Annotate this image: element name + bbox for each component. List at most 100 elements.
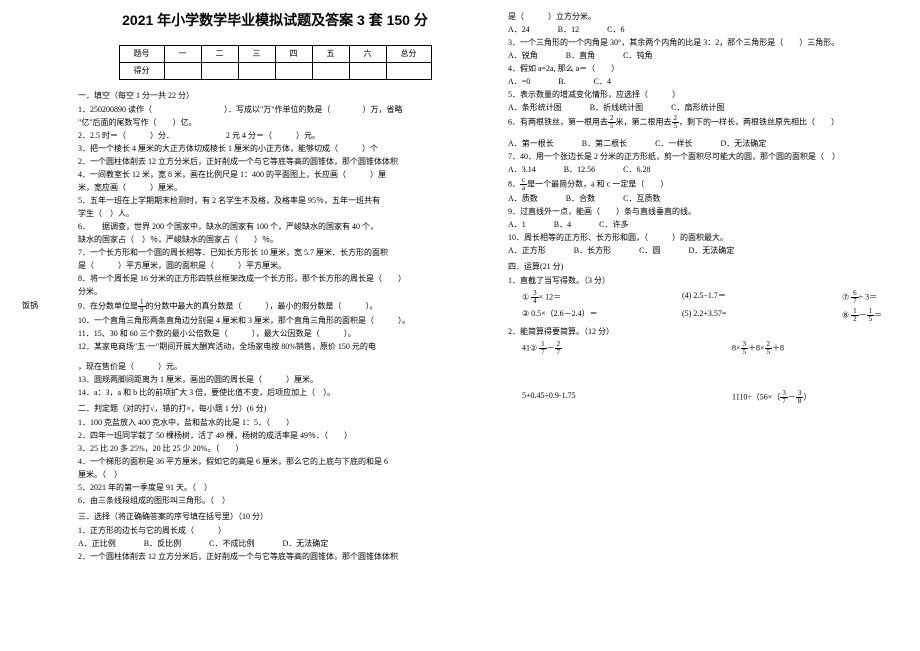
fraction: 25: [765, 341, 773, 356]
th: 四: [275, 46, 312, 63]
opt-b: B．12.56: [564, 164, 595, 176]
q: 4．假如 a=2a, 那么 a＝（ ）: [508, 63, 902, 75]
fraction: 19: [138, 299, 146, 314]
opt-c: C．许多: [599, 219, 628, 231]
q-text: 9．在分数单位是: [78, 301, 138, 310]
opt-b: B．直角: [566, 50, 595, 62]
q: 5．五年一班在上学期期末检测时，有 2 名学生不及格，及格率是 95％，五年一班…: [78, 195, 472, 207]
opt-c: C．钝角: [623, 50, 652, 62]
calc-item: ⑦ 67÷ 3＝: [842, 290, 920, 305]
opt-b: B．折线统计图: [590, 102, 643, 114]
td: 得分: [119, 63, 164, 80]
q: 3．25 比 20 多 25%，20 比 25 少 20%。（ ）: [78, 443, 472, 455]
calc-item: (5) 2.2+3.57=: [682, 308, 802, 323]
calc-row: ① 34× 12＝ (4) 2.5−1.7＝ ⑦ 67÷ 3＝: [522, 290, 902, 305]
calc-row: 41② 17－27 8×35＋8×25＋8: [522, 341, 902, 356]
opt-b: B.: [558, 76, 565, 88]
opt-b: B．合数: [566, 193, 595, 205]
q: 是（ ）立方分米。: [508, 11, 902, 23]
opt-c: C．互质数: [623, 193, 660, 205]
q: 1．正方形的边长与它的周长成（ ）: [78, 525, 472, 537]
section-1-heading: 一．填空（每空 1 分一共 22 分）: [78, 90, 472, 102]
q: 5．表示数量的增减变化情形，应选择（ ）: [508, 89, 902, 101]
q: 6．有两根铁丝，第一根用去25米，第二根用去25，剩下的一样长，两根铁丝原先相比…: [508, 115, 902, 130]
th: 一: [164, 46, 201, 63]
q-text: 是一个最简分数，a 和 c 一定是（ ）: [527, 179, 668, 188]
calc-item: 41② 17－27: [522, 341, 692, 356]
opt-d: D．无法确定: [688, 245, 734, 257]
q: 厘米。（ ）: [78, 469, 472, 481]
q: 1．250200890 读作（ ）．写成以"万"作单位的数是（ ）万，省略: [78, 104, 472, 116]
calc-item: ① 34× 12＝: [522, 290, 642, 305]
opt-c: C．4: [594, 76, 611, 88]
opt-c: C．6.28: [623, 164, 650, 176]
options: A．1 B．4 C．许多: [508, 219, 902, 231]
opt-b: B．长方形: [574, 245, 611, 257]
q: 米，宽应画（ ）厘米。: [78, 182, 472, 194]
q: ，现在售价是（ ）元。: [78, 361, 472, 373]
opt-b: B．12: [558, 24, 579, 36]
opt-c: C．扇形统计图: [671, 102, 724, 114]
calc-row: 5+0.45÷0.9-1.75 1110÷（56×（37－38）: [522, 390, 902, 405]
calc-item: 8×35＋8×25＋8: [732, 341, 852, 356]
opt-d: D．无法确定: [720, 138, 766, 150]
calc-row: ② 0.5×（2.6－2.4）＝ (5) 2.2+3.57= ⑧ 12－15＝: [522, 308, 902, 323]
q: 1．直截了当写得数。（3 分）: [508, 275, 902, 287]
opt-a: A．锐角: [508, 50, 538, 62]
opt-a: A．正方形: [508, 245, 546, 257]
q-text: ，剩下的一样长，两根铁丝原先相比（ ）: [679, 117, 839, 126]
q: 13．圆规两脚间距离为 1 厘米，画出的圆的周长是（ ）厘米。: [78, 374, 472, 386]
fraction: 15: [867, 308, 875, 323]
opt-a: A．条形统计图: [508, 102, 562, 114]
opt-c: C．6: [607, 24, 624, 36]
q: "亿"后面的尾数写作（ ）亿。: [78, 117, 472, 129]
q-text: 6．有两根铁丝，第一根用去: [508, 117, 608, 126]
right-column: 是（ ）立方分米。 A．24 B．12 C．6 3．一个三角形的一个内角是 30…: [490, 0, 920, 651]
section-2-heading: 二．判定题（对的打√，错的打×，每小题 1 分）(6 分): [78, 403, 472, 415]
calc-item: (4) 2.5−1.7＝: [682, 290, 802, 305]
opt-b: B．4: [554, 219, 571, 231]
options: A．锐角 B．直角 C．钝角: [508, 50, 902, 62]
q: 是（ ）平方厘米，圆的面积是（ ）平方厘米。: [78, 260, 472, 272]
q: 8．ca是一个最简分数，a 和 c 一定是（ ）: [508, 177, 902, 192]
q: 4．一间教室长 12 米，宽 8 米，画在比例尺是 1：400 的平面图上，长应…: [78, 169, 472, 181]
q: 6． 据调查，世界 200 个国家中，缺水的国家有 100 个，严峻缺水的国家有…: [78, 221, 472, 233]
q: 4．一个梯形的面积是 36 平方厘米，假如它的高是 6 厘米，那么它的上底与下底…: [78, 456, 472, 468]
opt-c: C．圆: [639, 245, 660, 257]
q: 2．能简算得要简算。（12 分）: [508, 326, 902, 338]
th: 三: [238, 46, 275, 63]
q: 10．一个直角三角形两条直角边分别是 4 厘米和 3 厘米，那个直角三角形的面积…: [78, 315, 472, 327]
calc-item: 5+0.45÷0.9-1.75: [522, 390, 692, 405]
q: 6．由三条线段组成的图形叫三角形。（ ）: [78, 495, 472, 507]
q: 缺水的国家占（ ）％，严峻缺水的国家占（ ）％。: [78, 234, 472, 246]
fraction: 12: [851, 308, 859, 323]
fraction: 34: [531, 290, 539, 305]
table-row: 题号 一 二 三 四 五 六 总分: [119, 46, 431, 63]
fraction: 27: [555, 341, 563, 356]
th: 二: [201, 46, 238, 63]
q: 12．某家电商场"五·一"期间开展大酬宾活动，全场家电按 80%销售，原价 15…: [78, 341, 472, 353]
opt-a: A．24: [508, 24, 530, 36]
opt-a: A．第一根长: [508, 138, 554, 150]
page-title: 2021 年小学数学毕业模拟试题及答案 3 套 150 分: [78, 10, 472, 31]
q: 2．2.5 时＝（ ）分． 2 元 4 分＝（ ）元。: [78, 130, 472, 142]
q: 1．100 克盐放入 400 克水中，盐和盐水的比是 1：5．（ ）: [78, 417, 472, 429]
options: A．正方形 B．长方形 C．圆 D．无法确定: [508, 245, 902, 257]
fraction: 25: [608, 115, 616, 130]
options: A．第一根长 B．第二根长 C．一样长 D．无法确定: [508, 138, 902, 150]
q: 9．在分数单位是19的分数中最大的真分数是（ ），最小的假分数是（ ）。: [78, 299, 472, 314]
q: 3．把一个棱长 4 厘米的大正方体切成棱长 1 厘米的小正方体，能够切成（ ）个: [78, 143, 472, 155]
opt-a: A．正比例: [78, 538, 116, 550]
q: 11．15、30 和 60 三个数的最小公倍数是（ ），最大公因数是（ ）。: [78, 328, 472, 340]
th: 题号: [119, 46, 164, 63]
calc-item: ② 0.5×（2.6－2.4）＝: [522, 308, 642, 323]
options: A．24 B．12 C．6: [508, 24, 902, 36]
q: 9．过直线外一点，能画（ ）条与直线垂直的线。: [508, 206, 902, 218]
fraction: 37: [780, 390, 788, 405]
opt-a: A．=0: [508, 76, 530, 88]
section-3-heading: 三．选择（将正确确答案的序号填在括号里）（10 分）: [78, 511, 472, 523]
th: 五: [312, 46, 349, 63]
q: 8．将一个周长是 16 分米的正方形四铁丝框架改成一个长方形，那个长方形的周长是…: [78, 273, 472, 285]
th: 总分: [386, 46, 431, 63]
q: 7．40．用一个张边长是 2 分米的正方形纸，剪一个面积尽可能大的圆，那个圆的面…: [508, 151, 902, 163]
